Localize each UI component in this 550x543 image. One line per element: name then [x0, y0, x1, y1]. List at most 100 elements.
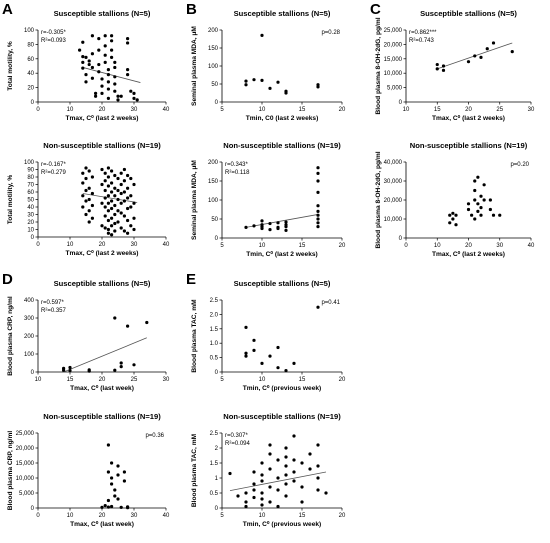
panel-title: Susceptible stallions (N=5) [54, 9, 151, 18]
x-tick-label: 10 [67, 513, 74, 519]
data-point [316, 179, 320, 183]
data-point [244, 79, 248, 83]
y-tick-label: 5,000 [387, 86, 403, 92]
data-point [81, 40, 85, 44]
data-point [110, 476, 114, 480]
data-point [100, 167, 104, 172]
x-tick-label: 5 [220, 377, 224, 383]
data-point [119, 191, 123, 196]
data-point [316, 190, 320, 194]
x-axis-label: Tmax, C⁰ (last week) [70, 520, 134, 528]
data-point [106, 96, 110, 100]
data-point [260, 461, 264, 465]
data-point [90, 216, 94, 220]
data-point [260, 361, 264, 365]
data-point [106, 227, 110, 232]
stat-annotation: r=0.343* [225, 162, 249, 168]
data-point [87, 62, 91, 67]
stat-annotation: R²=0.743 [409, 38, 435, 44]
data-point [276, 226, 280, 231]
y-axis-label: Blood plasma CRP, ng/ml [7, 431, 14, 511]
data-point [244, 225, 248, 229]
data-point [268, 221, 272, 226]
stat-annotation: p=0.28 [321, 30, 340, 36]
data-point [68, 365, 72, 370]
scatter-panel-c: Susceptible stallions (N=5) 10 15 20 25 30 0 5,… [375, 9, 535, 122]
x-tick-label: 20 [99, 242, 106, 248]
data-point [476, 175, 480, 179]
x-tick-label: 30 [131, 107, 138, 113]
y-tick-label: 10,000 [16, 476, 35, 482]
data-point [90, 65, 94, 70]
y-axis-label: Seminal plasma MDA, μM [191, 26, 198, 106]
y-tick-label: 100 [208, 64, 219, 70]
data-point [122, 229, 126, 233]
data-point [122, 167, 126, 172]
x-tick-label: 30 [528, 107, 535, 113]
data-point [244, 354, 248, 358]
x-tick-label: 10 [434, 243, 441, 249]
data-point [284, 494, 288, 498]
x-axis-label: Tmin, C⁰ (previous week) [243, 520, 322, 528]
data-point [451, 211, 455, 215]
y-tick-label: 0 [215, 506, 219, 512]
x-tick-label: 10 [259, 377, 266, 383]
data-point [276, 504, 280, 509]
data-point [485, 47, 489, 51]
y-tick-label: 200 [208, 160, 219, 166]
y-axis-label: Blood plasma CRP, ng/ml [7, 296, 14, 376]
data-point [103, 196, 107, 200]
data-point [488, 207, 492, 212]
scatter-panel-e: Susceptible stallions (N=5) 5 10 15 20 0 0.5 1.… [191, 279, 346, 392]
data-point [236, 494, 240, 498]
data-point [106, 80, 110, 84]
x-axis-label: Tmin, C⁰ (previous week) [243, 384, 322, 392]
x-axis-label: Tmax, C⁰ (last 2 weeks) [432, 250, 505, 258]
x-tick-label: 20 [99, 513, 106, 519]
x-tick-label: 15 [299, 513, 306, 519]
data-point [84, 176, 88, 181]
data-point [116, 497, 120, 501]
data-point [68, 368, 72, 373]
data-point [491, 213, 496, 217]
data-point [119, 94, 123, 98]
stat-annotation: r=0.597* [41, 300, 65, 306]
data-point [129, 194, 133, 198]
x-tick-label: 20 [99, 377, 106, 383]
trend-line [245, 214, 319, 228]
y-tick-label: 1 [215, 476, 219, 482]
data-point [110, 39, 114, 43]
y-tick-label: 0 [31, 235, 35, 241]
y-tick-label: 80 [27, 175, 34, 181]
data-point [84, 73, 88, 77]
y-tick-label: 2.5 [210, 431, 219, 437]
data-point [284, 89, 288, 93]
x-tick-label: 5 [220, 243, 224, 249]
data-point [454, 223, 458, 227]
data-point [126, 324, 130, 328]
stat-annotation: R²=0.094 [225, 441, 251, 447]
data-point [252, 495, 256, 500]
data-point [113, 60, 117, 64]
data-point [113, 173, 117, 178]
data-point [479, 55, 483, 59]
data-point [87, 186, 91, 190]
data-point [126, 206, 130, 211]
data-point [129, 224, 133, 228]
data-point [110, 169, 114, 173]
data-point [106, 166, 110, 170]
data-point [100, 201, 104, 205]
x-tick-label: 10 [67, 107, 74, 113]
y-axis-label: Blood plasma TAC, mM [191, 433, 198, 507]
y-tick-label: 90 [27, 168, 34, 174]
data-point [284, 225, 288, 229]
data-point [268, 452, 272, 456]
data-point [260, 226, 264, 231]
data-point [252, 78, 256, 82]
data-point [479, 206, 483, 210]
stat-annotation: r=0.307* [225, 433, 249, 439]
data-point [116, 94, 120, 98]
data-point [284, 220, 288, 224]
data-point [260, 497, 264, 501]
y-tick-label: 1.0 [210, 341, 219, 347]
